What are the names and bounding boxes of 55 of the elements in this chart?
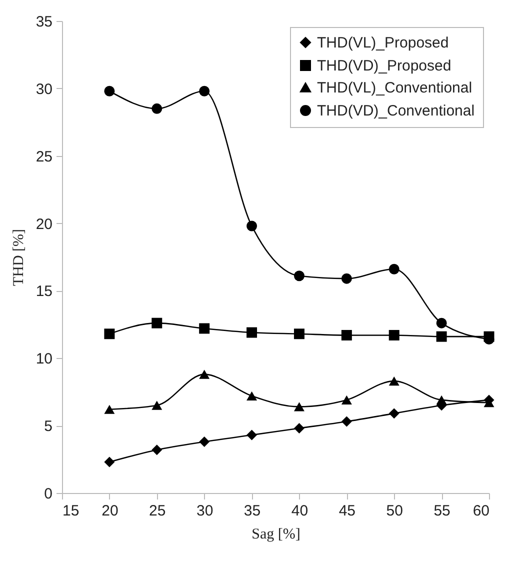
x-axis-title: Sag [%] [252, 526, 300, 542]
point [199, 370, 210, 379]
legend-label: THD(VL)_Conventional [317, 80, 472, 96]
point [199, 86, 210, 96]
point [199, 323, 210, 334]
point [246, 391, 258, 400]
x-tick-label: 30 [196, 502, 214, 520]
legend-label: THD(VD)_Conventional [317, 102, 475, 120]
point [246, 220, 258, 232]
y-tick-label: 25 [36, 148, 52, 166]
point [199, 436, 210, 447]
point [436, 318, 447, 328]
point [246, 327, 258, 338]
point [436, 331, 447, 342]
point [104, 86, 115, 96]
point [294, 402, 304, 412]
point [341, 416, 352, 427]
point [341, 395, 352, 404]
point [294, 328, 304, 340]
y-tick-label: 15 [36, 283, 52, 300]
y-tick-label: 35 [36, 14, 52, 30]
point [436, 395, 447, 404]
point [294, 423, 304, 434]
x-tick-label: 60 [472, 502, 490, 520]
point [294, 270, 304, 282]
point [152, 400, 162, 410]
point [152, 318, 162, 328]
y-tick-label: 20 [36, 216, 52, 233]
x-tick-label: 40 [291, 502, 308, 520]
point [104, 456, 115, 468]
point [104, 404, 115, 414]
y-tick-label: 0 [44, 486, 52, 502]
x-tick-label: 35 [244, 502, 261, 520]
legend-label: THD(VD)_Proposed [317, 58, 452, 74]
x-tick-label: 50 [386, 502, 403, 520]
y-tick-label: 10 [36, 350, 52, 368]
point [388, 330, 400, 340]
point [104, 328, 115, 340]
point [388, 264, 400, 274]
x-tick-label: 20 [102, 502, 118, 520]
y-tick-label: 5 [44, 418, 52, 436]
x-tick-label: 55 [434, 502, 450, 520]
point [388, 408, 400, 419]
x-tick-label: 45 [338, 502, 356, 520]
y-axis-title: THD [%] [10, 228, 27, 286]
point [152, 103, 162, 114]
point [388, 376, 400, 386]
x-tick-label: 25 [149, 502, 166, 520]
y-tick-label: 30 [36, 80, 52, 98]
point [341, 330, 352, 340]
point [341, 273, 352, 284]
x-tick-label: 15 [62, 502, 80, 520]
legend-label: THD(VL)_Proposed [317, 34, 449, 52]
point [152, 444, 162, 456]
point [246, 430, 258, 440]
